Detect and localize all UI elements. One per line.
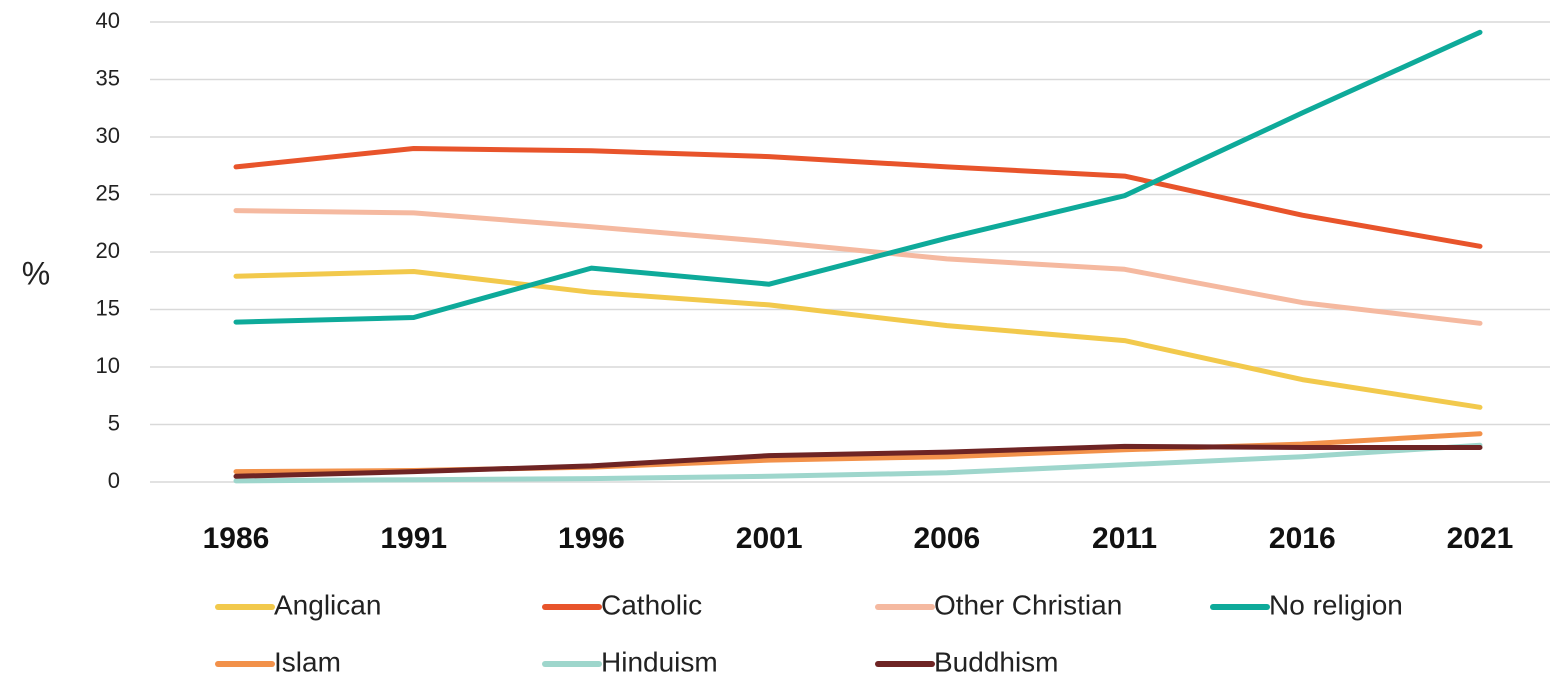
series-line-anglican [233,269,1483,410]
x-tick-label: 2001 [736,522,803,555]
series-line-no-religion [233,29,1483,325]
legend-label-no-religion: No religion [1269,589,1403,620]
legend-label-catholic: Catholic [601,589,702,620]
series-layer [233,29,1483,484]
y-tick-label: 0 [108,468,120,493]
x-tick-label: 1986 [203,522,270,555]
series-line-hinduism [233,442,1483,484]
x-tick-label: 2006 [913,522,980,555]
x-tick-label: 1996 [558,522,625,555]
y-tick-label: 30 [96,123,120,148]
legend-label-other-christian: Other Christian [934,589,1122,620]
y-axis-label: % [22,255,50,291]
y-tick-label: 20 [96,238,120,263]
y-tick-label: 25 [96,180,120,205]
y-tick-label: 5 [108,410,120,435]
series-line-buddhism [233,443,1483,479]
x-tick-label: 2016 [1269,522,1336,555]
x-axis-ticks: 1986 1991 1996 2001 2006 2011 2016 2021 [203,522,1514,555]
series-line-other-christian [233,208,1483,326]
legend: Anglican Catholic Other Christian No religi… [215,589,1403,677]
legend-label-buddhism: Buddhism [934,646,1059,677]
y-tick-label: 40 [96,8,120,33]
x-tick-label: 1991 [380,522,447,555]
y-tick-label: 15 [96,295,120,320]
y-tick-label: 10 [96,353,120,378]
y-axis-ticks: 0 5 10 15 20 25 30 35 40 [96,8,120,493]
y-tick-label: 35 [96,65,120,90]
series-line-catholic [233,146,1483,249]
x-tick-label: 2021 [1447,522,1514,555]
legend-label-anglican: Anglican [274,589,381,620]
legend-label-islam: Islam [274,646,341,677]
legend-label-hinduism: Hinduism [601,646,718,677]
x-tick-label: 2011 [1092,522,1157,555]
